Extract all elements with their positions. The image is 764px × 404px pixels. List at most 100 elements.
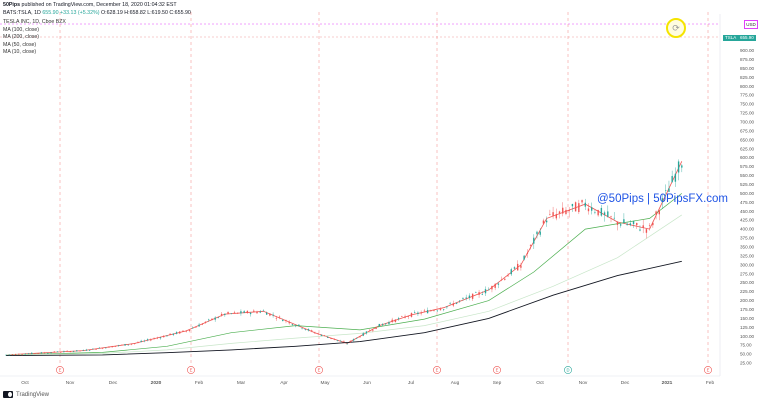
candle-body — [594, 212, 596, 213]
candle-body — [665, 190, 667, 192]
candle-body — [636, 222, 638, 226]
candle-body — [394, 319, 397, 322]
candle-body — [259, 311, 261, 313]
close-value: 655.90 — [42, 10, 59, 16]
candle-body — [433, 310, 435, 312]
time-tick-label: Nov — [579, 380, 588, 386]
candle-body — [494, 283, 496, 288]
currency-label[interactable]: USD — [744, 20, 758, 29]
time-tick-label: 2021 — [662, 380, 673, 386]
candle-body — [153, 338, 155, 339]
candle-body — [43, 352, 46, 354]
price-tick-label: 650.00 — [740, 137, 754, 142]
candle-body — [294, 325, 297, 327]
candle-body — [610, 216, 612, 217]
time-tick-label: Oct — [536, 380, 544, 386]
price-tick-label: 275.00 — [740, 271, 754, 276]
time-tick-label: Mar — [237, 380, 246, 386]
candle-body — [359, 336, 361, 338]
candle-body — [417, 312, 419, 315]
candle-body — [217, 317, 220, 319]
candle-body — [674, 173, 677, 182]
candle-body — [127, 344, 129, 346]
price-tick-label: 800.00 — [740, 84, 754, 89]
candle-body — [27, 353, 30, 355]
candle-body — [668, 188, 670, 192]
candle-body — [539, 231, 541, 235]
ma-line — [5, 193, 683, 356]
candle-body — [533, 237, 535, 244]
open-value: O:628.19 — [101, 10, 123, 16]
legend-ma50[interactable]: MA (50, close) — [3, 41, 37, 48]
candle-body — [430, 310, 432, 312]
candle-body — [330, 338, 332, 339]
candle-body — [40, 352, 43, 354]
legend-series[interactable]: TESLA INC, 1D, Cboe BZX — [3, 19, 66, 25]
candle-body — [388, 322, 390, 324]
price-tick-label: 475.00 — [740, 200, 754, 205]
candle-body — [523, 255, 525, 260]
candle-body — [571, 203, 574, 207]
candle-body — [111, 346, 113, 348]
candle-body — [162, 336, 165, 338]
candle-body — [31, 352, 33, 354]
candle-body — [172, 333, 175, 335]
candle-body — [114, 346, 117, 347]
candle-body — [391, 319, 393, 322]
candle-body — [63, 351, 65, 352]
candle-body — [578, 203, 580, 213]
candle-body — [478, 292, 480, 295]
candle-body — [529, 244, 532, 246]
event-marker-label: E — [707, 368, 710, 373]
candle-body — [362, 333, 364, 336]
candle-body — [69, 351, 72, 352]
time-tick-label: Feb — [706, 380, 715, 386]
price-tick-label: 425.00 — [740, 218, 754, 223]
event-marker — [433, 366, 441, 374]
candle-body — [265, 312, 268, 315]
time-tick-label: Feb — [195, 380, 204, 386]
tradingview-logo[interactable]: TradingView — [3, 391, 49, 398]
last-price-symbol: TSLA — [723, 35, 739, 41]
candle-body — [439, 309, 442, 311]
candle-body — [607, 211, 609, 217]
candle-body — [185, 330, 187, 332]
watermark-text: @50Pips | 50PipsFX.com — [597, 193, 728, 205]
candle-body — [619, 224, 622, 226]
event-marker — [564, 366, 572, 374]
candle-body — [488, 289, 490, 291]
candle-body — [629, 223, 632, 226]
candle-body — [323, 335, 326, 336]
price-tick-label: 150.00 — [740, 316, 754, 321]
candle-body — [85, 349, 88, 351]
candle-body — [275, 317, 278, 319]
price-tick-label: 75.00 — [740, 343, 752, 348]
price-tick-label: 825.00 — [740, 75, 754, 80]
event-marker-label: E — [59, 368, 62, 373]
legend-ma100[interactable]: MA (100, close) — [3, 26, 40, 33]
candle-body — [140, 340, 142, 342]
price-tick-label: 500.00 — [740, 191, 754, 196]
price-tick-label: 100.00 — [740, 334, 754, 339]
time-tick-label: Aug — [451, 380, 460, 386]
event-marker — [56, 366, 64, 374]
legend-ma10[interactable]: MA (10, close) — [3, 49, 37, 56]
candle-body — [143, 340, 146, 342]
price-tick-label: 625.00 — [740, 146, 754, 151]
tradingview-icon — [3, 391, 13, 398]
candle-body — [317, 333, 319, 335]
legend-ma200[interactable]: MA (200, close) — [3, 34, 40, 41]
candle-body — [21, 354, 23, 356]
candle-body — [298, 324, 300, 326]
candle-body — [159, 337, 162, 339]
candle-body — [603, 212, 606, 216]
candle-body — [462, 298, 464, 299]
author-name[interactable]: 50Pips — [3, 2, 21, 8]
candle-body — [558, 211, 561, 214]
candle-body — [378, 323, 381, 327]
candle-body — [504, 278, 506, 280]
chart-grid — [0, 23, 718, 38]
reload-icon[interactable]: ⟳ — [666, 18, 686, 38]
